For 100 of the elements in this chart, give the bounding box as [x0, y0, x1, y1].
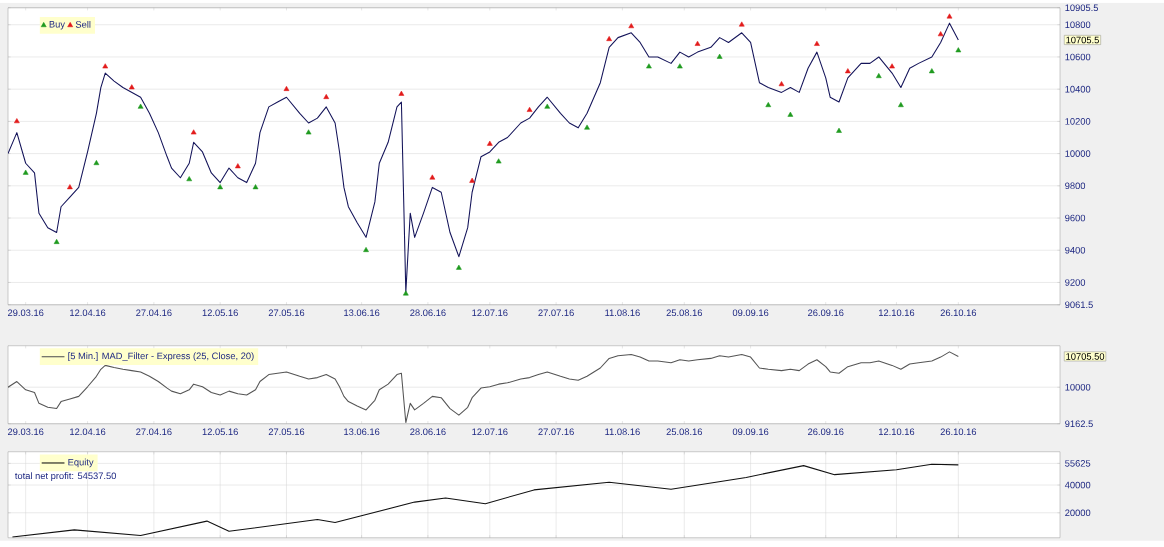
point [778, 81, 785, 87]
point [814, 40, 820, 46]
x-tick-label: 27.07.16 [538, 428, 574, 436]
point [628, 23, 635, 29]
y-tick-label: 10600 [1065, 53, 1091, 61]
x-tick-label: 26.09.16 [808, 428, 844, 436]
x-tick-label: 09.09.16 [732, 309, 769, 317]
point [403, 290, 409, 296]
y-tick-label: 10000 [1065, 383, 1091, 391]
point [946, 13, 953, 19]
point [955, 47, 962, 53]
point [738, 21, 745, 27]
x-tick-label: 11.08.16 [605, 309, 640, 317]
point [836, 127, 842, 133]
point [429, 174, 436, 180]
point [128, 84, 135, 90]
x-tick-label: 12.05.16 [202, 309, 238, 317]
text: 10705.5 [1066, 36, 1099, 44]
x-tick-label: 12.04.16 [70, 428, 106, 436]
x-tick-label: 26.09.16 [808, 309, 844, 317]
y-tick-label: 9162.5 [1065, 420, 1093, 428]
x-tick-label: 27.07.16 [538, 309, 574, 317]
point [283, 86, 290, 91]
point [495, 158, 502, 164]
legend-label: Sell [75, 20, 91, 28]
legend-label: [5 Min.] MAD_Filter - Express (25, Close, 20) [68, 352, 254, 362]
y-tick-label: 9600 [1065, 214, 1086, 222]
y-tick-label: 55625 [1065, 460, 1091, 467]
point [889, 63, 895, 69]
point [14, 118, 20, 124]
point [526, 106, 533, 112]
point [93, 160, 100, 166]
y-tick-label: 9800 [1065, 182, 1086, 190]
y-tick-label: 10800 [1065, 21, 1091, 29]
annotation: total net profit: 54537.50 [15, 472, 117, 482]
x-tick-label: 09.09.16 [732, 428, 769, 436]
x-tick-label: 12.07.16 [472, 309, 508, 317]
x-tick-label: 27.04.16 [136, 309, 172, 317]
point [67, 184, 73, 190]
point [677, 63, 683, 69]
point [584, 124, 590, 130]
x-tick-label: 12.07.16 [472, 428, 508, 436]
y-tick-label: 9061.5 [1065, 301, 1093, 309]
point [235, 163, 241, 169]
x-tick-label: 27.05.16 [268, 309, 305, 317]
point [544, 103, 551, 109]
text: 10705.50 [1066, 353, 1105, 360]
y-tick-label: 10200 [1065, 118, 1091, 125]
y-tick-label: 9200 [1065, 279, 1086, 286]
x-tick-label: 27.05.16 [268, 428, 305, 436]
y-tick-label: 20000 [1065, 509, 1091, 517]
y-tick-label: 40000 [1064, 481, 1091, 489]
point [102, 63, 109, 69]
x-tick-label: 13.06.16 [344, 428, 380, 436]
point [845, 68, 851, 74]
point [646, 63, 652, 69]
x-tick-label: 12.10.16 [879, 309, 915, 317]
point [53, 239, 60, 244]
x-tick-label: 26.10.16 [940, 309, 977, 317]
point [937, 31, 944, 37]
line-series [8, 351, 959, 424]
point [929, 68, 935, 74]
point [875, 73, 882, 79]
x-tick-label: 25.08.16 [666, 428, 703, 436]
x-tick-label: 27.04.16 [136, 428, 172, 436]
point [486, 140, 493, 146]
x-tick-label: 12.04.16 [70, 309, 106, 317]
point [252, 184, 259, 190]
point [469, 177, 475, 183]
x-tick-label: 13.06.16 [344, 309, 380, 317]
x-tick-label: 11.08.16 [605, 428, 640, 436]
x-tick-label: 28.06.16 [410, 309, 446, 317]
x-tick-label: 12.10.16 [879, 428, 915, 436]
x-tick-label: 26.10.16 [940, 428, 977, 436]
legend-label: Equity [68, 458, 94, 468]
point [190, 129, 197, 135]
y-tick-label: 9400 [1065, 246, 1086, 254]
point [606, 36, 612, 42]
legend-label: Buy [49, 21, 65, 30]
point [323, 94, 330, 99]
y-tick-label: 10400 [1065, 85, 1091, 93]
y-tick-label: 10905.5 [1065, 4, 1099, 12]
x-tick-label: 28.06.16 [410, 428, 446, 436]
x-tick-label: 29.03.16 [7, 309, 44, 317]
point [456, 264, 462, 270]
x-tick-label: 25.08.16 [666, 309, 703, 317]
point [694, 40, 701, 46]
point [898, 102, 904, 108]
point [305, 129, 312, 135]
point [398, 90, 405, 96]
x-tick-label: 12.05.16 [202, 428, 238, 436]
point [716, 53, 723, 59]
x-tick-label: 29.03.16 [7, 428, 44, 436]
point [22, 169, 29, 175]
point [137, 103, 144, 109]
point [787, 111, 794, 117]
y-tick-label: 10000 [1065, 150, 1091, 157]
point [217, 184, 223, 190]
point [186, 176, 193, 182]
point [363, 247, 369, 253]
